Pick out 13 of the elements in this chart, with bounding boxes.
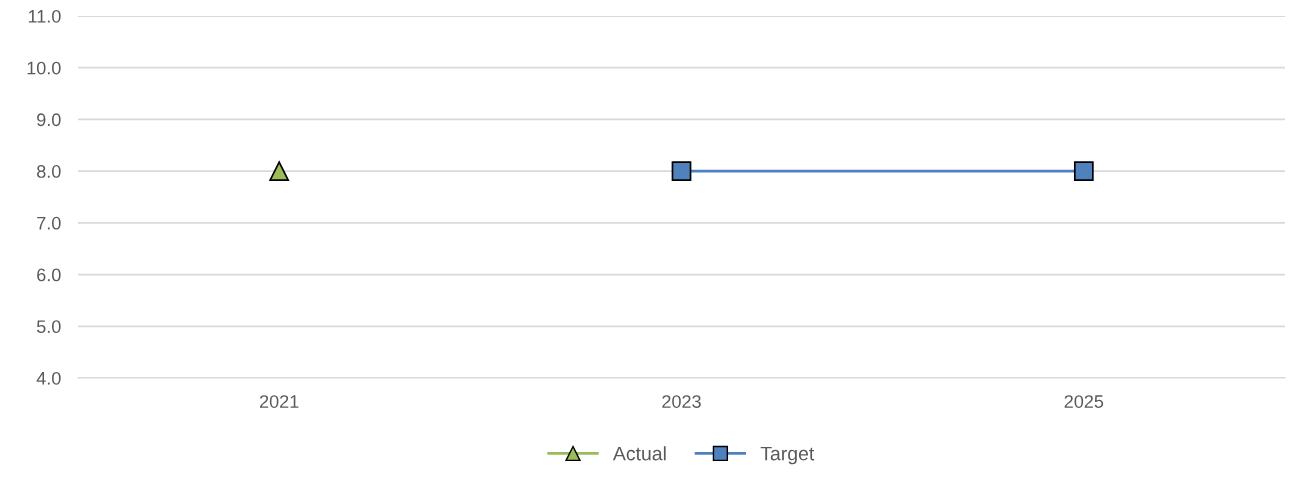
x-tick-label: 2025 <box>1064 395 1104 408</box>
y-tick-label: 11.0 <box>28 9 61 23</box>
y-tick-label: 4.0 <box>36 371 61 385</box>
y-tick-label: 8.0 <box>37 165 61 178</box>
y-tick-label: 10.0 <box>27 61 61 75</box>
x-tick-label: 2023 <box>662 395 701 408</box>
legend-label: Actual <box>612 446 666 461</box>
y-tick-label: 7.0 <box>37 216 61 230</box>
legend-label: Target <box>760 446 815 465</box>
y-tick-label: 6.0 <box>37 268 61 282</box>
y-tick-label: 9.0 <box>37 113 61 127</box>
x-tick-label: 2021 <box>259 395 299 408</box>
y-tick-label: 5.0 <box>36 320 61 334</box>
